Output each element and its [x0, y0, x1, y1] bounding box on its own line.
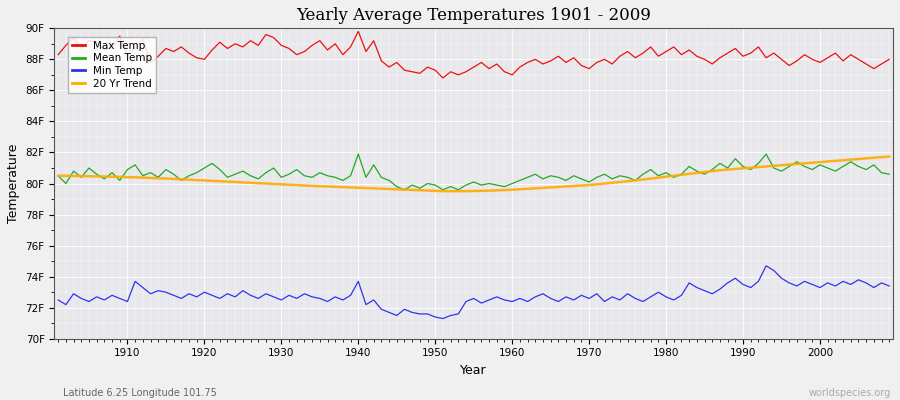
Title: Yearly Average Temperatures 1901 - 2009: Yearly Average Temperatures 1901 - 2009 [296, 7, 651, 24]
X-axis label: Year: Year [461, 364, 487, 377]
Legend: Max Temp, Mean Temp, Min Temp, 20 Yr Trend: Max Temp, Mean Temp, Min Temp, 20 Yr Tre… [68, 36, 157, 93]
Text: worldspecies.org: worldspecies.org [809, 388, 891, 398]
Text: Latitude 6.25 Longitude 101.75: Latitude 6.25 Longitude 101.75 [63, 388, 217, 398]
Y-axis label: Temperature: Temperature [7, 144, 20, 223]
